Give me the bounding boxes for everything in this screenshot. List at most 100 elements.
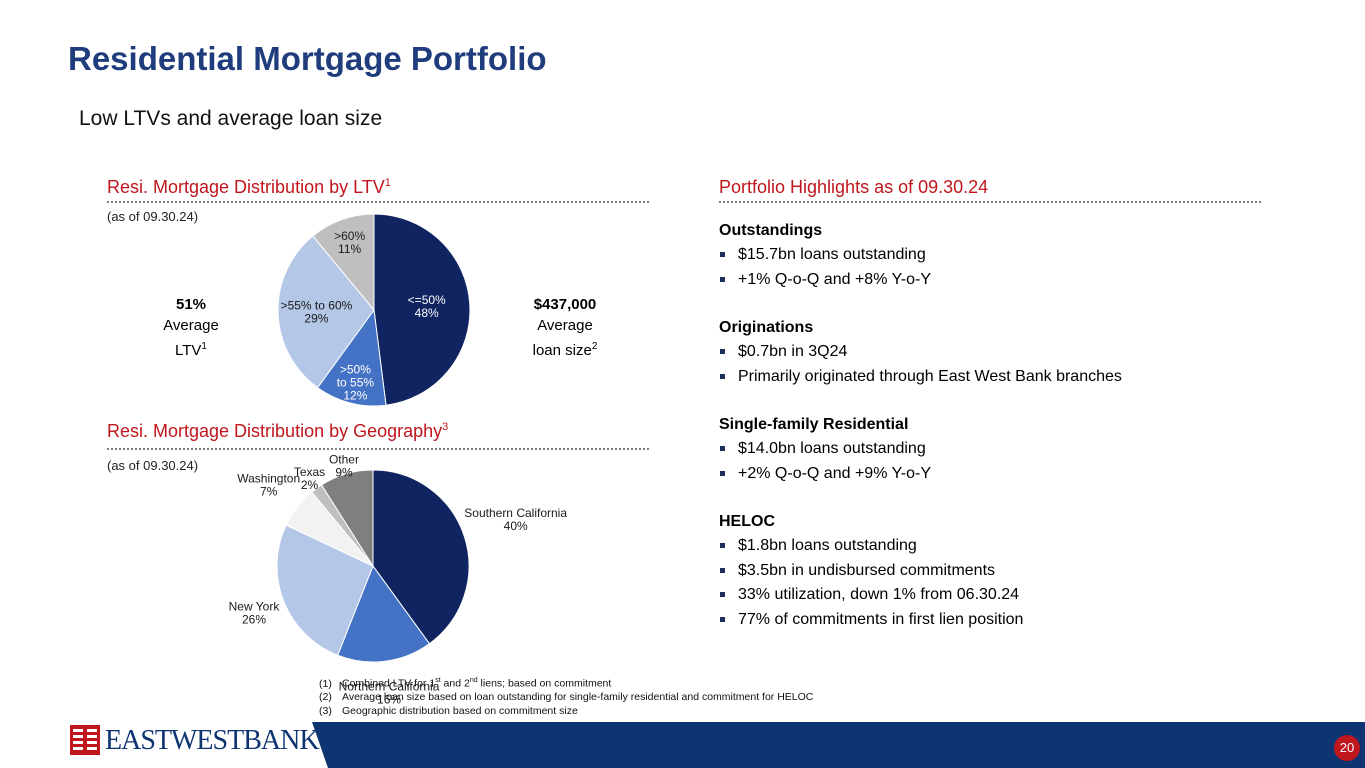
square-bullet-icon	[720, 616, 725, 622]
average-ltv-line2: LTV	[175, 342, 202, 359]
footnote-number: (3)	[319, 704, 332, 717]
highlight-item-text: 33% utilization, down 1% from 06.30.24	[738, 586, 1020, 603]
footnotes: (1) Combined LTV for 1st and 2nd liens; b…	[319, 674, 813, 718]
average-loan-size-value: $437,000	[533, 296, 597, 313]
page-title: Residential Mortgage Portfolio	[68, 40, 547, 77]
geo-divider	[107, 448, 649, 450]
highlights-title: Portfolio Highlights as of 09.30.24	[719, 177, 989, 197]
pie-label-washington: Washington 7%	[237, 472, 300, 499]
square-bullet-icon	[720, 349, 725, 354]
footnote-text: Combined LTV for 1	[342, 677, 436, 690]
square-bullet-icon	[720, 567, 725, 573]
ltv-divider	[107, 201, 649, 203]
footnote-1: (1) Combined LTV for 1st and 2nd liens; b…	[319, 674, 813, 691]
footnote-sup: st	[435, 677, 441, 684]
geo-section-title: Resi. Mortgage Distribution by Geography…	[107, 421, 448, 442]
ltv-as-of: (as of 09.30.24)	[107, 209, 199, 224]
footnote-number: (2)	[319, 691, 332, 703]
highlight-item: $0.7bn in 3Q24	[719, 340, 1319, 365]
east-west-bank-logo-icon	[70, 725, 100, 755]
pie-label-southern-california: Southern California 40%	[464, 506, 567, 533]
highlight-item-text: +1% Q-o-Q and +8% Y-o-Y	[738, 270, 931, 288]
average-loan-size-line1: Average	[537, 317, 593, 334]
highlight-heading: Outstandings	[719, 222, 823, 239]
highlight-item-text: $3.5bn in undisbursed commitments	[738, 561, 996, 579]
highlight-item: $1.8bn loans outstanding	[719, 534, 1319, 559]
footnote-sup: nd	[469, 677, 478, 684]
highlight-item: $3.5bn in undisbursed commitments	[719, 559, 1319, 584]
pie-slice-new-york	[276, 524, 374, 656]
highlight-item: 33% utilization, down 1% from 06.30.24	[719, 583, 1319, 608]
average-loan-size-stat: $437,000 Average loan size2	[505, 294, 625, 361]
pie-label-northern-california: Northern California 16%	[339, 679, 440, 706]
highlight-item-text: +2% Q-o-Q and +9% Y-o-Y	[738, 464, 931, 482]
highlight-group: HELOC $1.8bn loans outstanding $3.5bn in u…	[719, 510, 1319, 632]
footnote-number: (1)	[319, 677, 332, 690]
highlight-item-text: Primarily originated through East West B…	[738, 367, 1122, 385]
highlight-item-text: 77% of commitments in first lien positio…	[738, 610, 1024, 628]
square-bullet-icon	[720, 543, 725, 548]
footer-bar	[312, 722, 1365, 768]
square-bullet-icon	[720, 592, 725, 597]
square-bullet-icon	[720, 470, 725, 476]
average-loan-size-sup: 2	[591, 341, 598, 352]
geo-title-sup: 3	[442, 421, 449, 433]
page-subtitle: Low LTVs and average loan size	[79, 107, 383, 130]
average-ltv-value: 51%	[175, 296, 207, 313]
highlight-group: Single-family Residential $14.0bn loans o…	[719, 413, 1319, 486]
footnote-text: and 2	[440, 677, 470, 690]
average-loan-size-line2: loan size	[532, 342, 592, 359]
pie-label-55-to-60: >55% to 60% 29%	[281, 298, 353, 325]
highlight-item: Primarily originated through East West B…	[719, 365, 1319, 390]
ltv-section-title: Resi. Mortgage Distribution by LTV1	[107, 177, 391, 198]
footnote-text: Average loan size based on loan outstand…	[342, 691, 814, 703]
highlight-item: 77% of commitments in first lien positio…	[719, 608, 1319, 633]
pie-slice-60	[312, 213, 375, 312]
highlight-item: $14.0bn loans outstanding	[719, 437, 1319, 462]
square-bullet-icon	[720, 373, 725, 379]
footnote-text: liens; based on commitment	[477, 677, 612, 690]
footnote-text: Geographic distribution based on commitm…	[342, 704, 578, 717]
pie-label-texas: Texas 2%	[294, 465, 325, 492]
pie-slice-southern-california	[372, 469, 470, 645]
highlight-item-text: $1.8bn loans outstanding	[738, 537, 917, 554]
bank-name-logo: EASTWESTBANK	[105, 725, 320, 756]
pie-label-60: >60% 11%	[334, 229, 365, 256]
highlight-heading: Single-family Residential	[719, 416, 909, 433]
average-ltv-sup: 1	[201, 341, 207, 352]
pie-slice-50	[373, 213, 471, 406]
geo-title-text: Resi. Mortgage Distribution by Geography	[107, 421, 443, 441]
highlight-group: Originations $0.7bn in 3Q24 Primarily orig…	[719, 316, 1319, 389]
geo-as-of: (as of 09.30.24)	[107, 458, 199, 473]
ltv-title-text: Resi. Mortgage Distribution by LTV	[107, 177, 385, 197]
highlight-item-text: $14.0bn loans outstanding	[738, 440, 926, 457]
average-ltv-line1: Average	[163, 317, 219, 334]
highlight-item: $15.7bn loans outstanding	[719, 243, 1319, 268]
pie-slice-other	[320, 469, 374, 568]
pie-slice-55-to-60	[277, 235, 375, 389]
page-number: 20	[1334, 735, 1360, 761]
pie-label-other: Other 9%	[329, 453, 359, 480]
ltv-title-sup: 1	[384, 177, 391, 189]
highlights-divider	[719, 201, 1261, 203]
highlight-heading: Originations	[719, 319, 814, 336]
square-bullet-icon	[720, 446, 725, 451]
highlight-item: +2% Q-o-Q and +9% Y-o-Y	[719, 462, 1319, 487]
square-bullet-icon	[720, 252, 725, 257]
footnote-2: (2) Average loan size based on loan outst…	[319, 691, 813, 705]
average-ltv-stat: 51% Average LTV1	[131, 294, 251, 361]
highlight-group: Outstandings $15.7bn loans outstanding +1%…	[719, 219, 1319, 292]
highlight-item-text: $0.7bn in 3Q24	[738, 343, 848, 360]
square-bullet-icon	[720, 276, 725, 282]
highlight-item-text: $15.7bn loans outstanding	[738, 246, 926, 263]
footnote-3: (3) Geographic distribution based on comm…	[319, 705, 813, 719]
pie-label-new-york: New York 26%	[229, 600, 281, 627]
pie-label-50: <=50% 48%	[408, 293, 446, 320]
pie-label-50-to-55: >50% to 55% 12%	[337, 363, 375, 403]
highlight-heading: HELOC	[719, 513, 775, 530]
highlight-item: +1% Q-o-Q and +8% Y-o-Y	[719, 268, 1319, 293]
pie-slice-northern-california	[337, 564, 431, 663]
pie-slice-50-to-55	[316, 308, 387, 407]
highlights-list: Outstandings $15.7bn loans outstanding +1%…	[719, 219, 1319, 656]
